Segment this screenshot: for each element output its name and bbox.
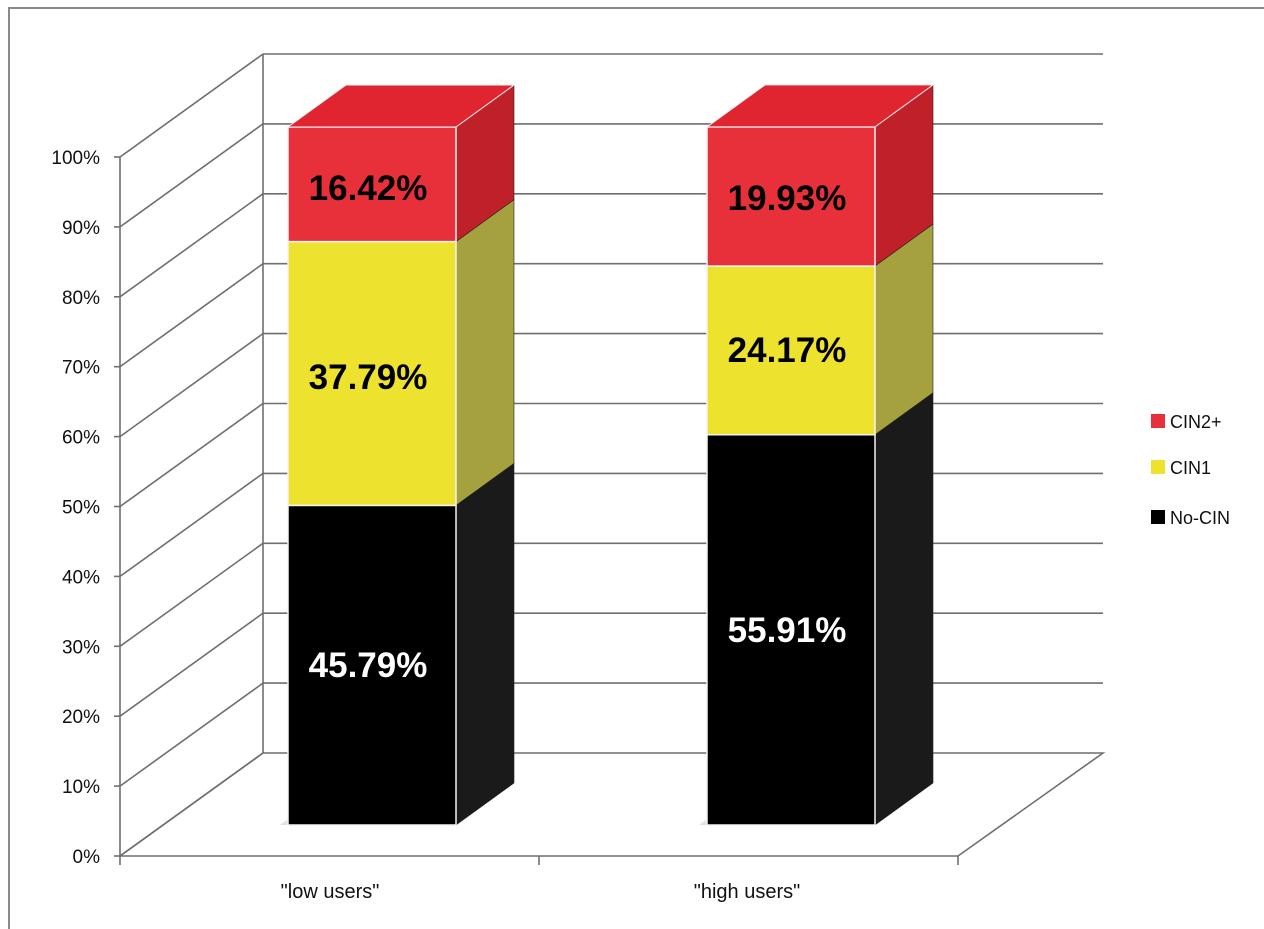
data-label-cin2-high-users: 19.93% [728, 179, 847, 218]
side-gridline [119, 123, 264, 228]
side-gridline [119, 402, 264, 508]
legend-swatch-cin2 [1151, 414, 1165, 428]
legend-label-cin2: CIN2+ [1170, 412, 1222, 432]
y-tick-label: 60% [62, 428, 100, 449]
legend: CIN2+ CIN1 No-CIN [1151, 412, 1230, 528]
bar-segment-no-cin-low-users [287, 504, 457, 826]
y-tick-label: 10% [62, 777, 100, 798]
bar-segment-no-cin-high-users [706, 433, 876, 826]
bar-segment-cin1-low-users [287, 240, 457, 507]
grid-layer [119, 53, 1106, 857]
bar-segment-cin1-high-users [706, 265, 876, 436]
side-gridline [119, 682, 264, 787]
y-tick-label: 100% [51, 148, 100, 169]
side-gridline [119, 53, 264, 158]
side-gridline [119, 332, 264, 438]
bar-segment-cin2-high-users [706, 126, 876, 267]
bar-top-cin2-high-users [705, 84, 935, 128]
legend-swatch-cin1 [1151, 460, 1165, 474]
x-category-label: "high users" [694, 881, 800, 903]
y-tick-label: 30% [62, 637, 100, 658]
data-label-cin1-high-users: 24.17% [728, 331, 847, 370]
data-label-cin2-low-users: 16.42% [309, 169, 428, 208]
side-gridline [119, 472, 264, 578]
legend-label-cin1: CIN1 [1170, 458, 1211, 478]
chart-frame [8, 7, 1264, 929]
bar-layer [280, 84, 935, 826]
axis-layer: 0% 10% 20% 30% 40% 50% 60% 70% 80% 90% 100% "low us… [51, 54, 959, 903]
data-label-no-cin-high-users: 55.91% [728, 611, 847, 650]
bar-side-no-cin-high-users [874, 392, 934, 826]
y-tick-label: 0% [73, 847, 101, 868]
data-label-cin1-low-users: 37.79% [309, 358, 428, 397]
bar-side-no-cin-low-users [455, 462, 515, 826]
legend-swatch-no-cin [1151, 510, 1165, 524]
y-tick-label: 70% [62, 358, 100, 379]
y-tick-label: 80% [62, 288, 100, 309]
legend-label-no-cin: No-CIN [1170, 508, 1230, 528]
side-gridline [119, 612, 264, 717]
y-tick-label: 40% [62, 567, 100, 588]
bar-side-cin1-low-users [455, 199, 515, 506]
y-tick-label: 50% [62, 498, 100, 519]
y-tick-label: 20% [62, 707, 100, 728]
y-tick-label: 90% [62, 218, 100, 239]
side-gridline [119, 542, 264, 647]
side-gridline [119, 263, 264, 368]
chart-floor [119, 752, 1106, 857]
side-gridline [119, 193, 264, 298]
data-label-no-cin-low-users: 45.79% [309, 646, 428, 685]
bar-top-cin2-low-users [286, 84, 516, 128]
label-layer: 45.79% 37.79% 16.42% 55.91% 24.17% 19.93% [309, 169, 847, 685]
x-category-label: "low users" [281, 881, 380, 903]
